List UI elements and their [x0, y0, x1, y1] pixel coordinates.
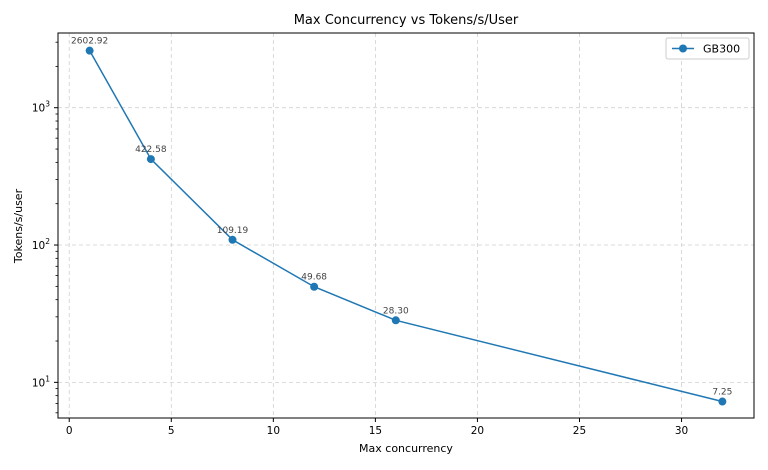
data-point — [391, 316, 400, 325]
series-line — [88, 50, 723, 403]
x-tick-label: 0 — [66, 425, 73, 437]
data-label: 49.68 — [301, 273, 327, 283]
data-point — [228, 235, 237, 244]
legend-box — [665, 37, 750, 60]
data-point — [310, 282, 319, 291]
chart-title: Max Concurrency vs Tokens/s/User — [294, 13, 519, 28]
y-tick-label: 103 — [32, 100, 50, 115]
x-tick-label: 30 — [675, 425, 688, 437]
plot-frame — [57, 32, 755, 419]
data-label: 2602.92 — [71, 37, 108, 47]
series: 2602.92 422.58 109.19 49.68 28.30 7.25 — [71, 37, 732, 406]
x-tick-label: 15 — [369, 425, 382, 437]
y-tick-label: 102 — [32, 237, 50, 252]
data-label: 422.58 — [135, 145, 167, 155]
data-point — [85, 46, 94, 55]
x-tick-label: 20 — [471, 425, 484, 437]
data-point — [146, 155, 155, 164]
grid — [58, 33, 754, 418]
data-point — [718, 397, 727, 406]
ticks: 0 5 10 15 20 25 30 101 102 103 — [32, 41, 688, 437]
x-tick-label: 5 — [168, 425, 175, 437]
data-label: 28.30 — [383, 306, 409, 316]
legend-marker — [679, 44, 687, 53]
legend-label: GB300 — [703, 43, 740, 56]
data-label: 7.25 — [712, 388, 732, 398]
data-label: 109.19 — [217, 226, 249, 236]
legend: GB300 — [665, 37, 750, 60]
x-axis-label: Max concurrency — [359, 442, 453, 455]
y-tick-label: 101 — [32, 374, 50, 389]
x-tick-label: 10 — [267, 425, 280, 437]
x-tick-label: 25 — [573, 425, 586, 437]
y-axis-label: Tokens/s/user — [12, 188, 25, 264]
